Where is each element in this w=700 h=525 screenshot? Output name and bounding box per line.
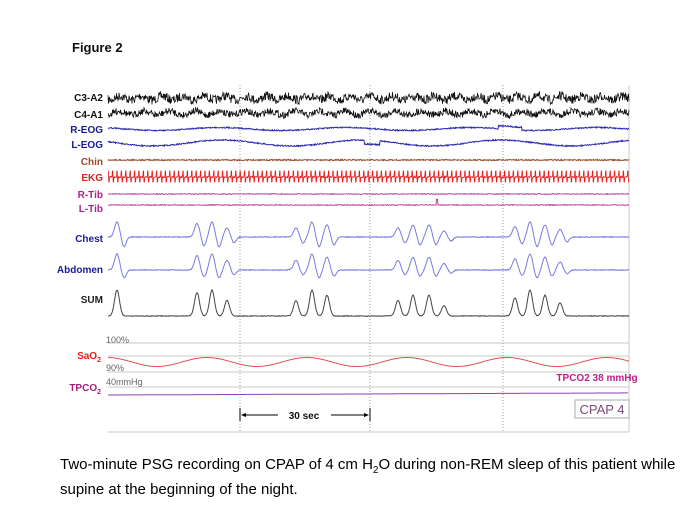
trace-sum — [107, 288, 630, 318]
label-ekg: EKG — [81, 173, 103, 184]
label-abdomen: Abdomen — [57, 265, 103, 276]
trace-abdomen — [107, 252, 630, 279]
label-l-eog: L-EOG — [71, 140, 103, 151]
trace-chin — [107, 158, 630, 162]
trace-ekg — [108, 170, 629, 183]
figure-title: Figure 2 — [72, 40, 123, 55]
label-r-tib: R-Tib — [78, 190, 103, 201]
trace-r-tib — [107, 192, 630, 196]
grid-lines — [108, 85, 630, 433]
label-chin: Chin — [81, 157, 103, 168]
cpap-label: CPAP 4 — [579, 402, 624, 417]
trace-l-tib — [107, 198, 630, 207]
figure-caption: Two-minute PSG recording on CPAP of 4 cm… — [60, 455, 680, 499]
trace-sao2 — [108, 357, 630, 367]
label-c3-a2: C3-A2 — [74, 93, 103, 104]
scale-sat-bottom: 90% — [106, 363, 124, 373]
tpco2-value: TPCO2 38 mmHg — [556, 373, 637, 384]
trace-tpco2 — [108, 392, 628, 396]
label-sum: SUM — [81, 295, 103, 306]
trace-c3-a2 — [107, 90, 630, 106]
caption-text-2: O during non-REM sleep of this patient w… — [60, 456, 676, 498]
label-tpco2: TPCO2 — [69, 383, 101, 396]
cpap-box — [574, 399, 630, 419]
time-scale-bar: 30 sec — [239, 408, 371, 422]
scale-sat-top: 100% — [106, 335, 129, 345]
signal-traces — [107, 90, 630, 396]
caption-subscript: 2 — [372, 465, 379, 476]
label-chest: Chest — [75, 234, 103, 245]
time-bar-label: 30 sec — [289, 411, 320, 422]
label-sao2: SaO2 — [77, 351, 101, 364]
label-c4-a1: C4-A1 — [74, 110, 103, 121]
trace-l-eog — [107, 138, 630, 148]
trace-r-eog — [107, 124, 630, 133]
label-l-tib: L-Tib — [79, 204, 103, 215]
label-r-eog: R-EOG — [70, 125, 103, 136]
trace-c4-a1 — [107, 106, 630, 120]
caption-text-1: Two-minute PSG recording on CPAP of 4 cm… — [60, 456, 373, 473]
scale-co2: 40mmHg — [106, 377, 143, 387]
trace-chest — [107, 221, 630, 248]
